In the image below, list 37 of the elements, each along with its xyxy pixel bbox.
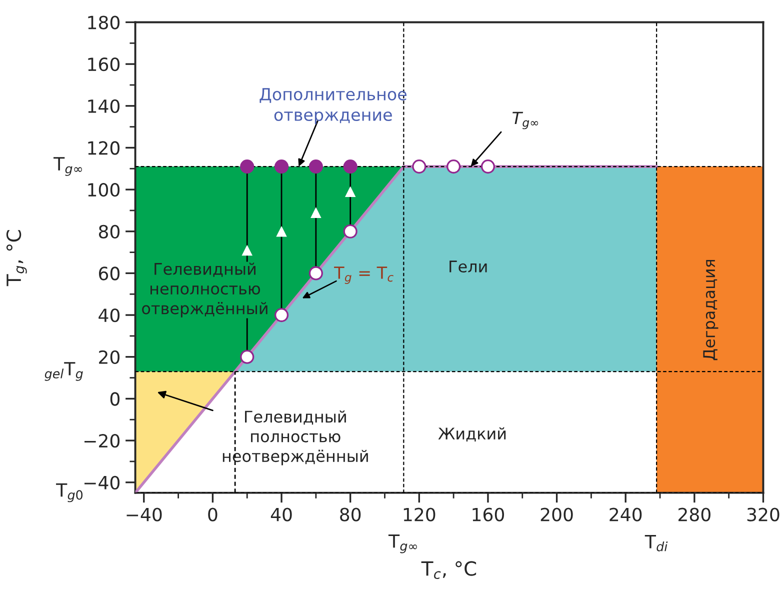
x-tick-label: 200	[540, 508, 573, 522]
y-tick-label: 140	[88, 99, 120, 114]
y-tick-label: 80	[98, 224, 120, 238]
y-tick-label: −20	[84, 434, 120, 448]
y-tick-label: 40	[98, 308, 120, 322]
x-tick-label: 280	[678, 508, 710, 522]
x-tick-label: 320	[747, 508, 780, 522]
annotation: Жидкий	[438, 427, 506, 442]
x-tick-label: 240	[610, 508, 642, 522]
annotation: T$_{g∞}$	[512, 112, 538, 130]
ref-line-label: T$_{g∞}$	[54, 157, 82, 176]
annotation: T$_{g}$ = T$_{c}$	[334, 266, 394, 284]
x-tick-label: 0	[208, 508, 218, 522]
y-axis-title: T$_{g}$, °C	[6, 230, 27, 286]
y-tick-label: 0	[110, 392, 120, 406]
y-tick-label: 160	[88, 58, 120, 72]
ref-line-label: $_{gel}$T$_{g}$	[44, 362, 83, 381]
ref-line-label: T$_{di}$	[644, 535, 668, 552]
y-tick-label: −40	[84, 476, 120, 490]
x-axis-title: T$_{c}$, °C	[421, 561, 476, 579]
x-tick-label: −40	[126, 508, 162, 522]
y-tick-label: 100	[88, 183, 120, 197]
x-tick-label: 160	[472, 508, 504, 522]
y-tick-label: 20	[99, 350, 120, 364]
annotation: Гели	[450, 260, 487, 273]
y-tick-label: 120	[88, 141, 120, 155]
annotation: Гелевидный полностью неотверждённый	[222, 410, 368, 466]
ref-line-label: T$_{g0}$	[56, 483, 83, 502]
ref-line-label: T$_{g∞}$	[388, 534, 417, 554]
annotation: Дополнительное отверждение	[260, 88, 406, 124]
y-tick-label: 60	[98, 266, 120, 280]
y-tick-label: 180	[88, 16, 120, 30]
annotation: Гелевидный неполностью отверждённый	[142, 262, 268, 318]
annotation: Деградация	[703, 260, 718, 360]
x-tick-label: 40	[270, 508, 292, 522]
x-tick-label: 120	[404, 508, 436, 522]
x-tick-label: 80	[340, 508, 361, 522]
